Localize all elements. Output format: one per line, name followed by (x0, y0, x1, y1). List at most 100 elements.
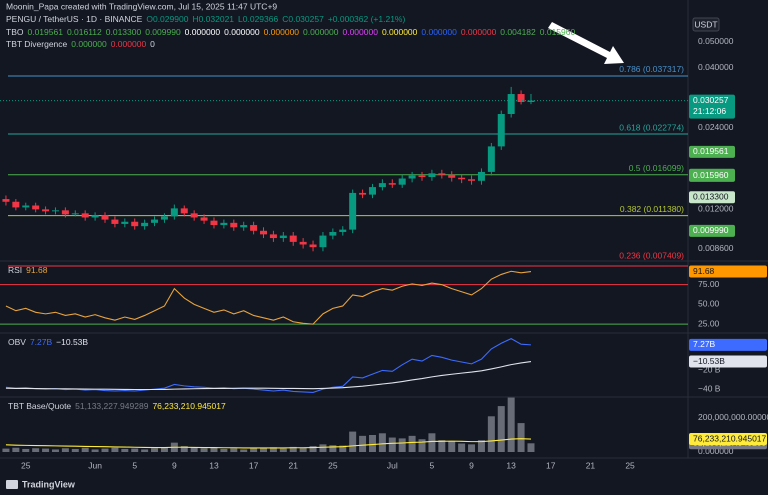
tbo-value: 0.000000 (382, 27, 418, 37)
pane-title: OBV (8, 337, 26, 347)
divergence-name: TBT Divergence (6, 39, 68, 49)
candle-body (190, 213, 198, 218)
pane-legend: RSI 91.68 (8, 265, 48, 275)
tbo-value: 0.000000 (421, 27, 457, 37)
x-tick-label: 9 (469, 460, 474, 470)
obv-line (5, 361, 532, 391)
candle-body (141, 222, 149, 227)
ohlc-value: L0.029366 (238, 14, 278, 24)
obv-value: 7.27B (30, 337, 53, 347)
candle-body (349, 192, 357, 230)
volume-bar (438, 440, 446, 452)
x-tick-label: Jun (88, 460, 102, 470)
tbo-value: 0.004182 (500, 27, 536, 37)
volume-bar (240, 449, 248, 452)
y-tick-label: 50.00 (698, 299, 720, 309)
volume-bar (32, 448, 40, 452)
currency: USDT (694, 19, 717, 29)
rsi-box-label-box (689, 265, 767, 278)
candle-body (448, 174, 456, 178)
volume-bar (458, 443, 466, 452)
candle-body (388, 183, 396, 185)
y-tick-label: 25.00 (698, 318, 720, 328)
pane-legend: TBT Base/Quote 51,133,227.949289 76,233,21… (8, 401, 226, 411)
divergence-value: 0 (150, 39, 155, 49)
x-tick-label: 13 (506, 460, 516, 470)
volume-bar (319, 444, 327, 452)
tbo-value: 0.016112 (67, 27, 102, 37)
candle-body (517, 94, 525, 103)
volume-bar (81, 447, 89, 452)
volume-bar (279, 448, 287, 452)
volume-bar (527, 443, 535, 452)
candle-body (260, 230, 268, 235)
volume-bar (388, 437, 396, 452)
candle-body (319, 235, 327, 248)
tbo-value: 0.019561 (27, 27, 63, 37)
y-tick-label: 0.008600 (698, 243, 734, 253)
y-tick-label: 0.024000 (698, 122, 734, 132)
volume-bar (71, 448, 79, 452)
candle-body (299, 241, 307, 245)
candle-body (51, 210, 59, 212)
volume-bar (51, 449, 59, 452)
volume-bar (339, 445, 347, 452)
candle-body (160, 216, 168, 220)
candle-body (477, 171, 485, 181)
legend: PENGU / TetherUS · 1D · BINANCE O0.029900… (6, 14, 405, 24)
countdown: 21:12:06 (693, 106, 726, 116)
rsi-box-label: 91.68 (693, 266, 715, 276)
candle-body (279, 235, 287, 239)
volume-bar (269, 447, 277, 452)
candle-body (12, 201, 20, 208)
candle-body (468, 179, 476, 181)
volume-bar (101, 448, 109, 452)
marker-label: 0.030257 (693, 95, 729, 105)
volume-bar (428, 433, 436, 452)
pane-title: TBT Base/Quote (8, 401, 71, 411)
volume-bar (408, 435, 416, 452)
fib-label: 0.618 (0.022774) (619, 122, 684, 132)
fib-label: 0.786 (0.037317) (619, 64, 684, 74)
arrow (548, 22, 624, 64)
obv-box-label-box (689, 338, 767, 351)
tbo-value: 0.015960 (540, 27, 576, 37)
pane-legend: OBV 7.27B −10.53B (8, 337, 88, 347)
candle-body (250, 225, 258, 231)
rsi-value: 91.68 (26, 265, 48, 275)
volume-bar (200, 448, 208, 452)
y-tick-label: −40 B (698, 383, 721, 393)
x-tick-label: 13 (209, 460, 219, 470)
ohlc-value: H0.032021 (192, 14, 234, 24)
volume-bar (220, 448, 228, 452)
logo (6, 480, 18, 489)
volume-bar (418, 439, 426, 452)
x-tick-label: Jul (387, 460, 398, 470)
volume-ma-line (5, 438, 532, 449)
volume-bar (190, 447, 198, 452)
candle-body (398, 178, 406, 185)
volume-bar (477, 440, 485, 452)
candle-body (339, 229, 347, 232)
volume-bar (359, 435, 367, 452)
volume-bar (61, 448, 69, 452)
x-tick-label: 5 (430, 460, 435, 470)
candle-body (42, 209, 50, 212)
marker-box (689, 169, 735, 182)
x-tick-label: 21 (586, 460, 596, 470)
candle-body (170, 208, 178, 217)
ohlc-value: +0.000362 (+1.21%) (328, 14, 406, 24)
candle-body (121, 221, 129, 224)
fib-label: 0.5 (0.016099) (629, 163, 684, 173)
candle-body (71, 213, 79, 215)
y-tick-label: 0.040000 (698, 62, 734, 72)
footer: TradingView (22, 479, 76, 489)
volume-bar (349, 431, 357, 452)
volume-bar (121, 448, 129, 452)
tbo-legend: TBO 0.019561 0.016112 0.013300 0.009990 0.000… (6, 27, 575, 37)
candle-body (378, 183, 386, 188)
fib-label: 0.382 (0.011380) (620, 204, 684, 214)
candle-body (2, 199, 10, 202)
marker-box (689, 145, 735, 158)
volume-box-label: 76,233,210.945017 (693, 433, 767, 443)
